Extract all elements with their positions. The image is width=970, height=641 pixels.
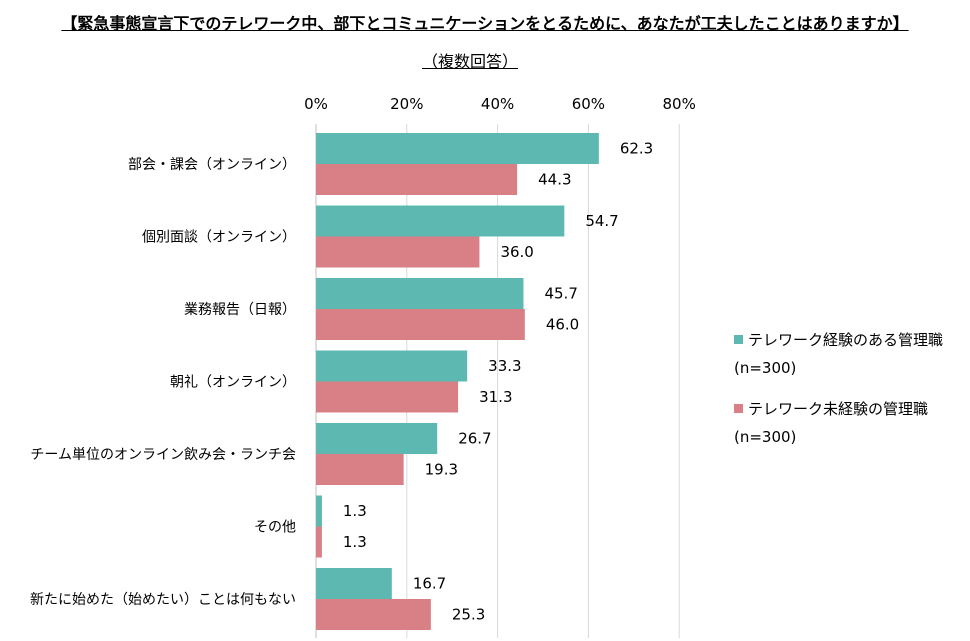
bar-inexperienced: [316, 381, 459, 413]
data-label-experienced: 54.7: [585, 212, 618, 230]
category-label: 朝礼（オンライン）: [170, 375, 296, 391]
bar-experienced: [316, 278, 524, 309]
legend-item-inexperienced: テレワーク未経験の管理職 (n=300): [734, 397, 943, 448]
x-tick-label-40: 40%: [481, 95, 514, 113]
data-label-experienced: 16.7: [413, 575, 446, 593]
category-label: 業務報告（日報）: [184, 302, 296, 318]
data-label-inexperienced: 19.3: [425, 461, 458, 479]
legend-item-experienced: テレワーク経験のある管理職 (n=300): [734, 328, 943, 379]
bar-experienced: [316, 133, 599, 164]
bar-experienced: [316, 423, 438, 454]
data-label-experienced: 45.7: [544, 285, 577, 303]
legend-note-experienced: (n=300): [734, 359, 797, 377]
bar-experienced: [316, 568, 392, 599]
bar-inexperienced: [316, 599, 431, 630]
x-tick-label-80: 80%: [663, 95, 696, 113]
category-label: 新たに始めた（始めたい）ことは何もない: [30, 592, 296, 608]
bar-inexperienced: [316, 236, 480, 268]
category-label: 部会・課会（オンライン）: [128, 157, 296, 173]
bar-inexperienced: [316, 454, 404, 485]
data-label-inexperienced: 25.3: [452, 606, 485, 624]
category-label: その他: [254, 520, 296, 536]
data-label-experienced: 62.3: [620, 140, 653, 158]
bar-inexperienced: [316, 164, 518, 195]
legend-swatch-inexperienced: [734, 403, 743, 413]
x-tick-label-0: 0%: [304, 95, 328, 113]
legend-label-inexperienced: テレワーク未経験の管理職: [748, 399, 929, 418]
bar-inexperienced: [316, 309, 525, 340]
chart-subtitle: （複数回答）: [421, 52, 518, 71]
legend: テレワーク経験のある管理職 (n=300) テレワーク未経験の管理職 (n=30…: [734, 328, 943, 448]
bar-experienced: [316, 350, 468, 382]
legend-note-inexperienced: (n=300): [734, 428, 797, 446]
data-label-experienced: 26.7: [458, 430, 491, 448]
data-label-inexperienced: 44.3: [538, 171, 571, 189]
data-label-inexperienced: 36.0: [500, 243, 533, 261]
data-label-inexperienced: 46.0: [546, 316, 579, 334]
category-label: チーム単位のオンライン飲み会・ランチ会: [30, 447, 296, 463]
data-label-experienced: 33.3: [488, 357, 521, 375]
legend-swatch-experienced: [734, 334, 743, 344]
bar-experienced: [316, 495, 322, 527]
bar-experienced: [316, 205, 565, 237]
data-label-inexperienced: 1.3: [343, 533, 367, 551]
category-label: 個別面談（オンライン）: [142, 230, 296, 246]
x-tick-label-60: 60%: [572, 95, 605, 113]
chart-title: 【緊急事態宣言下でのテレワーク中、部下とコミュニケーションをとるために、あなたが…: [61, 14, 909, 33]
x-tick-label-20: 20%: [390, 95, 423, 113]
legend-label-experienced: テレワーク経験のある管理職: [748, 330, 944, 349]
data-label-experienced: 1.3: [343, 502, 367, 520]
bar-inexperienced: [316, 526, 322, 558]
data-label-inexperienced: 31.3: [479, 388, 512, 406]
